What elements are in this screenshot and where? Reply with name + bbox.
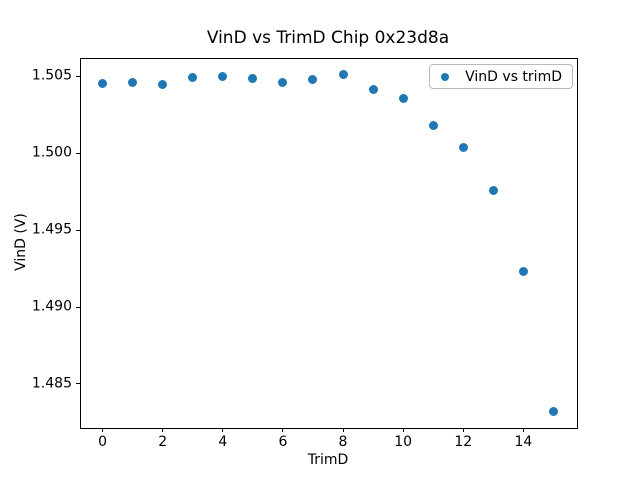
legend-label: VinD vs trimD [465, 68, 562, 85]
x-tick-label: 2 [158, 434, 168, 450]
x-tick-label: 12 [454, 434, 473, 450]
scatter-point [278, 77, 288, 87]
x-tick-mark [462, 428, 464, 432]
plot-area: VinD vs trimD [80, 58, 578, 429]
scatter-point [158, 79, 168, 89]
x-tick-label: 4 [218, 434, 228, 450]
y-tick-label: 1.495 [31, 221, 72, 238]
x-tick-mark [282, 428, 284, 432]
scatter-point [188, 72, 198, 82]
scatter-point [218, 71, 228, 81]
scatter-point [428, 120, 438, 130]
legend-marker-icon [441, 72, 450, 81]
scatter-point [518, 267, 528, 277]
x-tick-label: 14 [514, 434, 533, 450]
y-tick-mark [76, 383, 80, 385]
x-tick-mark [102, 428, 104, 432]
x-tick-label: 10 [394, 434, 413, 450]
x-tick-mark [522, 428, 524, 432]
y-tick-mark [76, 306, 80, 308]
y-tick-mark [76, 75, 80, 77]
x-tick-label: 0 [98, 434, 107, 450]
y-tick-label: 1.490 [31, 298, 72, 315]
y-tick-label: 1.500 [31, 144, 72, 161]
scatter-point [98, 79, 108, 89]
scatter-point [128, 77, 138, 87]
y-tick-mark [76, 152, 80, 154]
scatter-point [398, 93, 408, 103]
x-tick-mark [162, 428, 164, 432]
scatter-point [368, 85, 378, 95]
scatter-point [488, 186, 498, 196]
x-tick-mark [342, 428, 344, 432]
x-axis-label: TrimD [307, 452, 349, 468]
y-tick-mark [76, 229, 80, 231]
x-tick-mark [222, 428, 224, 432]
y-axis-label: VinD (V) [13, 213, 29, 271]
scatter-point [248, 74, 258, 84]
x-tick-mark [402, 428, 404, 432]
x-tick-label: 8 [338, 434, 348, 450]
legend: VinD vs trimD [429, 64, 573, 89]
y-tick-label: 1.485 [31, 375, 72, 392]
scatter-point [548, 406, 558, 416]
scatter-point [458, 142, 468, 152]
chart-title: VinD vs TrimD Chip 0x23d8a [206, 28, 450, 48]
y-tick-label: 1.505 [31, 67, 72, 84]
scatter-point [308, 75, 318, 85]
scatter-point [338, 69, 348, 79]
x-tick-label: 6 [278, 434, 288, 450]
